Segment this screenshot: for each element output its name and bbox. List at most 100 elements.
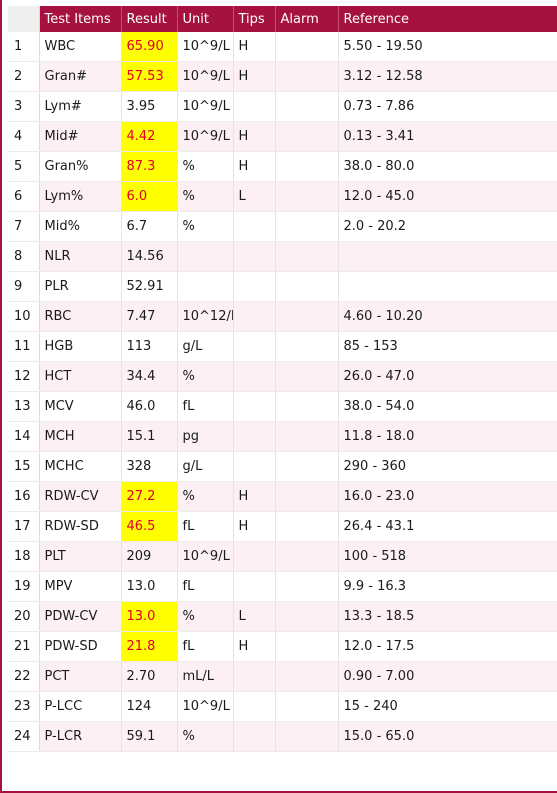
reference-cell[interactable]: 3.12 - 12.58	[338, 61, 557, 92]
row-number[interactable]: 9	[8, 271, 40, 302]
tips-cell[interactable]	[233, 451, 276, 482]
result-cell[interactable]: 46.0	[121, 391, 178, 422]
tips-cell[interactable]: L	[233, 181, 276, 212]
unit-cell[interactable]: g/L	[177, 451, 234, 482]
reference-cell[interactable]: 38.0 - 80.0	[338, 151, 557, 182]
result-cell[interactable]: 13.0	[121, 601, 178, 632]
table-row[interactable]: 20 PDW-CV 13.0% L 13.3 - 18.5	[8, 601, 557, 632]
reference-cell[interactable]	[338, 271, 557, 302]
header-result[interactable]: Result	[121, 6, 178, 32]
test-item-cell[interactable]: P-LCR	[39, 721, 122, 752]
alarm-cell[interactable]	[275, 121, 339, 152]
reference-cell[interactable]: 100 - 518	[338, 541, 557, 572]
header-reference[interactable]: Reference	[338, 6, 557, 32]
table-row[interactable]: 11 HGB 113 g/L 85 - 153	[8, 331, 557, 362]
result-cell[interactable]: 21.8	[121, 631, 178, 662]
result-cell[interactable]: 14.56	[121, 241, 178, 272]
result-cell[interactable]: 27.2	[121, 481, 178, 512]
result-cell[interactable]: 6.7	[121, 211, 178, 242]
table-row[interactable]: 4 Mid# 4.42 10^9/L H 0.13 - 3.41	[8, 121, 557, 152]
result-cell[interactable]: 34.4	[121, 361, 178, 392]
result-cell[interactable]: 15.1	[121, 421, 178, 452]
table-row[interactable]: 9 PLR 52.91	[8, 271, 557, 302]
test-item-cell[interactable]: MPV	[39, 571, 122, 602]
header-alarm[interactable]: Alarm	[275, 6, 339, 32]
header-row-number[interactable]	[8, 6, 40, 32]
row-number[interactable]: 22	[8, 661, 40, 692]
header-unit[interactable]: Unit	[177, 6, 234, 32]
alarm-cell[interactable]	[275, 451, 339, 482]
test-item-cell[interactable]: MCH	[39, 421, 122, 452]
unit-cell[interactable]: fL	[177, 631, 234, 662]
tips-cell[interactable]	[233, 301, 276, 332]
tips-cell[interactable]	[233, 391, 276, 422]
tips-cell[interactable]	[233, 361, 276, 392]
row-number[interactable]: 11	[8, 331, 40, 362]
alarm-cell[interactable]	[275, 721, 339, 752]
result-cell[interactable]: 46.5	[121, 511, 178, 542]
header-test-items[interactable]: Test Items	[39, 6, 122, 32]
test-item-cell[interactable]: Mid#	[39, 121, 122, 152]
header-tips[interactable]: Tips	[233, 6, 276, 32]
table-row[interactable]: 5 Gran% 87.3% H 38.0 - 80.0	[8, 151, 557, 182]
row-number[interactable]: 13	[8, 391, 40, 422]
table-row[interactable]: 1 WBC 65.90 10^9/L H 5.50 - 19.50	[8, 32, 557, 62]
unit-cell[interactable]: %	[177, 721, 234, 752]
unit-cell[interactable]: %	[177, 481, 234, 512]
row-number[interactable]: 24	[8, 721, 40, 752]
test-item-cell[interactable]: Lym%	[39, 181, 122, 212]
table-row[interactable]: 24 P-LCR 59.1% 15.0 - 65.0	[8, 721, 557, 752]
table-row[interactable]: 6 Lym% 6.0% L 12.0 - 45.0	[8, 181, 557, 212]
alarm-cell[interactable]	[275, 151, 339, 182]
result-cell[interactable]: 7.47	[121, 301, 178, 332]
reference-cell[interactable]: 4.60 - 10.20	[338, 301, 557, 332]
reference-cell[interactable]: 290 - 360	[338, 451, 557, 482]
unit-cell[interactable]: %	[177, 151, 234, 182]
table-row[interactable]: 10 RBC 7.47 10^12/L 4.60 - 10.20	[8, 301, 557, 332]
alarm-cell[interactable]	[275, 481, 339, 512]
result-cell[interactable]: 209	[121, 541, 178, 572]
alarm-cell[interactable]	[275, 301, 339, 332]
tips-cell[interactable]	[233, 211, 276, 242]
unit-cell[interactable]: 10^9/L	[177, 91, 234, 122]
unit-cell[interactable]: 10^9/L	[177, 61, 234, 92]
reference-cell[interactable]: 0.13 - 3.41	[338, 121, 557, 152]
table-row[interactable]: 14 MCH 15.1 pg 11.8 - 18.0	[8, 421, 557, 452]
alarm-cell[interactable]	[275, 421, 339, 452]
test-item-cell[interactable]: Mid%	[39, 211, 122, 242]
test-item-cell[interactable]: PCT	[39, 661, 122, 692]
row-number[interactable]: 14	[8, 421, 40, 452]
table-row[interactable]: 21 PDW-SD 21.8 fL H 12.0 - 17.5	[8, 631, 557, 662]
row-number[interactable]: 5	[8, 151, 40, 182]
alarm-cell[interactable]	[275, 211, 339, 242]
row-number[interactable]: 7	[8, 211, 40, 242]
test-item-cell[interactable]: HGB	[39, 331, 122, 362]
reference-cell[interactable]: 26.0 - 47.0	[338, 361, 557, 392]
alarm-cell[interactable]	[275, 91, 339, 122]
row-number[interactable]: 15	[8, 451, 40, 482]
unit-cell[interactable]: fL	[177, 391, 234, 422]
alarm-cell[interactable]	[275, 241, 339, 272]
unit-cell[interactable]: 10^9/L	[177, 32, 234, 62]
reference-cell[interactable]: 5.50 - 19.50	[338, 32, 557, 62]
alarm-cell[interactable]	[275, 571, 339, 602]
test-item-cell[interactable]: NLR	[39, 241, 122, 272]
test-item-cell[interactable]: Gran%	[39, 151, 122, 182]
test-item-cell[interactable]: RDW-CV	[39, 481, 122, 512]
table-row[interactable]: 7 Mid% 6.7% 2.0 - 20.2	[8, 211, 557, 242]
alarm-cell[interactable]	[275, 61, 339, 92]
row-number[interactable]: 17	[8, 511, 40, 542]
result-cell[interactable]: 87.3	[121, 151, 178, 182]
test-item-cell[interactable]: HCT	[39, 361, 122, 392]
tips-cell[interactable]	[233, 91, 276, 122]
tips-cell[interactable]	[233, 571, 276, 602]
tips-cell[interactable]: H	[233, 121, 276, 152]
table-row[interactable]: 3 Lym# 3.95 10^9/L 0.73 - 7.86	[8, 91, 557, 122]
tips-cell[interactable]: H	[233, 511, 276, 542]
table-row[interactable]: 23 P-LCC 124 10^9/L 15 - 240	[8, 691, 557, 722]
reference-cell[interactable]: 38.0 - 54.0	[338, 391, 557, 422]
result-cell[interactable]: 3.95	[121, 91, 178, 122]
alarm-cell[interactable]	[275, 691, 339, 722]
reference-cell[interactable]: 15.0 - 65.0	[338, 721, 557, 752]
test-item-cell[interactable]: MCHC	[39, 451, 122, 482]
